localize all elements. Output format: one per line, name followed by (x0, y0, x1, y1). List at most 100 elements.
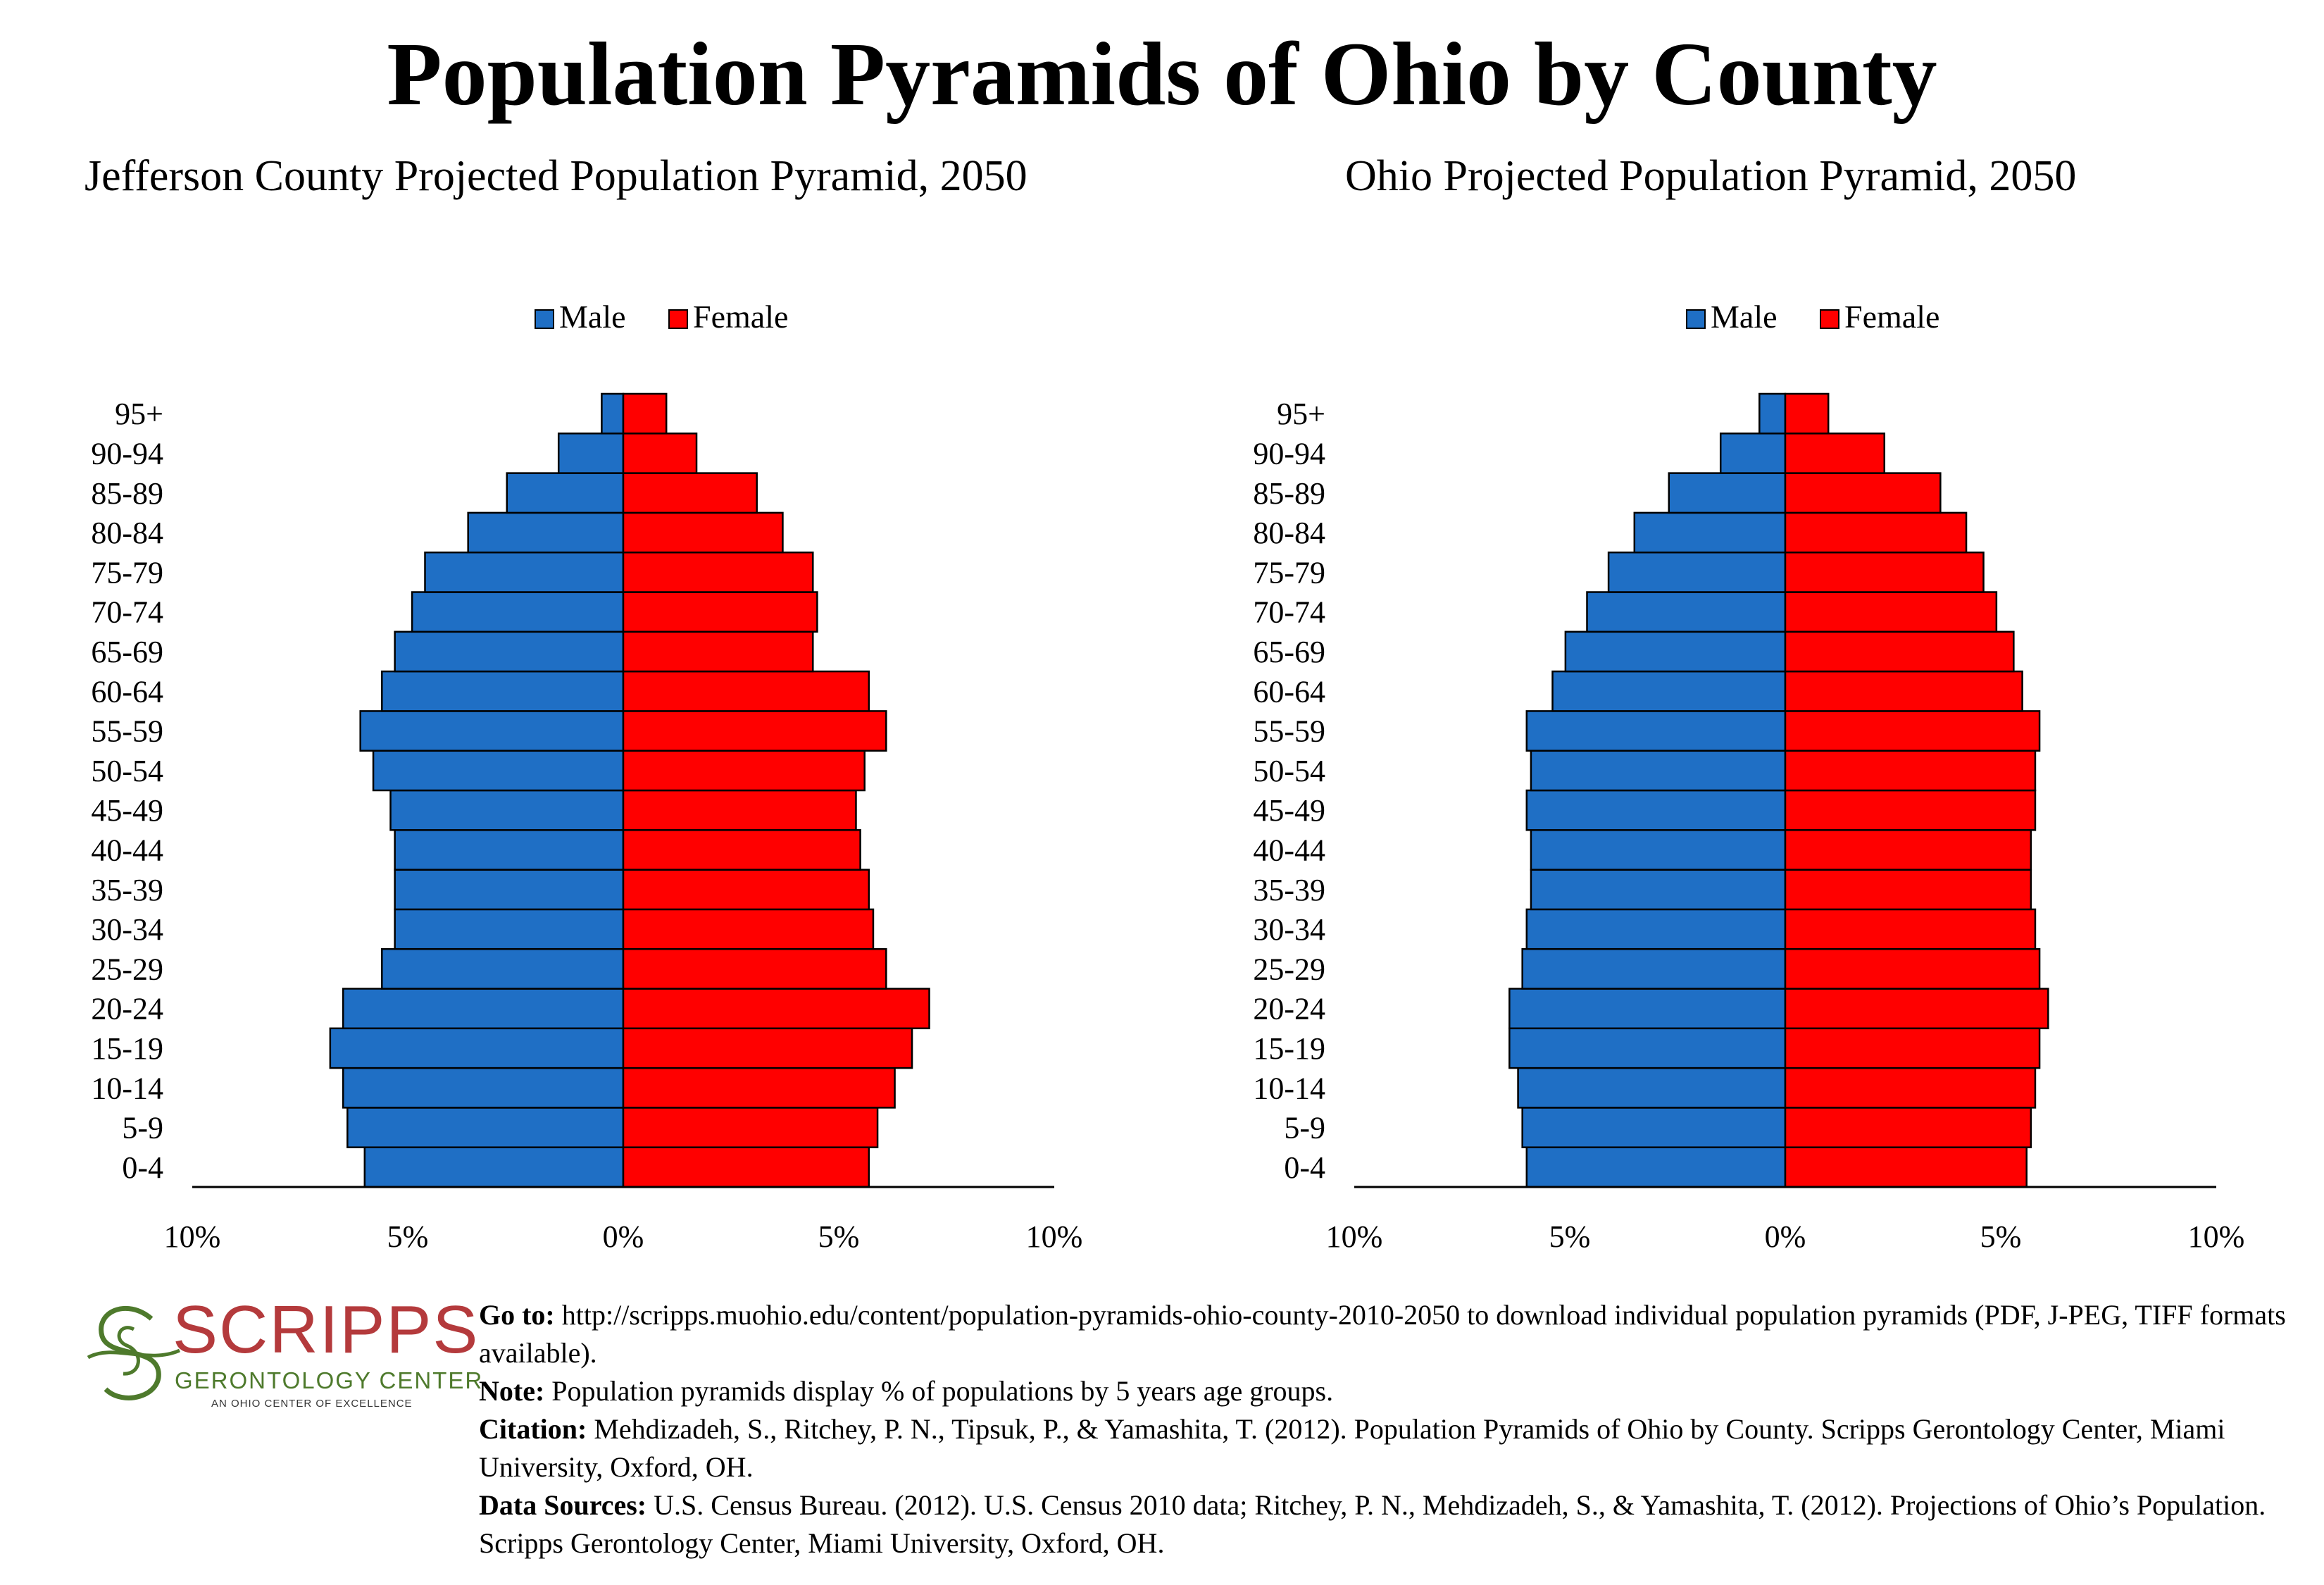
category-label-5-9: 5-9 (122, 1111, 163, 1145)
bar-female-85-89 (622, 472, 758, 514)
chart-title: Ohio Projected Population Pyramid, 2050 (1345, 152, 2076, 200)
bar-male-95+ (1758, 392, 1787, 435)
bar-female-5-9 (1784, 1107, 2032, 1148)
bar-female-40-44 (1784, 829, 2032, 871)
note-label: Note: (479, 1375, 545, 1407)
pyramid-chart-jefferson: Jefferson County Projected Population Py… (85, 152, 1083, 1254)
bar-female-60-64 (1784, 670, 2023, 712)
bar-male-60-64 (1551, 670, 1787, 712)
bar-female-30-34 (1784, 908, 2037, 950)
bar-female-95+ (622, 392, 668, 435)
bar-male-65-69 (394, 630, 625, 673)
bar-female-30-34 (622, 908, 875, 950)
citation-text: Mehdizadeh, S., Ritchey, P. N., Tipsuk, … (479, 1413, 2225, 1483)
category-label-25-29: 25-29 (1253, 952, 1325, 986)
bar-female-45-49 (1784, 789, 2037, 831)
category-label-30-34: 30-34 (91, 912, 163, 947)
bar-male-85-89 (506, 472, 625, 514)
x-tick-label: 10% (164, 1219, 221, 1254)
footer-notes: Go to: http://scripps.muohio.edu/content… (479, 1296, 2310, 1562)
bar-female-60-64 (622, 670, 870, 712)
bar-female-55-59 (1784, 710, 2041, 752)
category-label-50-54: 50-54 (1253, 754, 1325, 788)
category-label-40-44: 40-44 (91, 833, 163, 867)
legend-female-swatch (1820, 309, 1839, 329)
bar-female-20-24 (1784, 988, 2049, 1030)
sources-label: Data Sources: (479, 1489, 647, 1521)
category-label-80-84: 80-84 (91, 516, 163, 550)
bar-male-55-59 (359, 710, 625, 752)
bar-female-75-79 (1784, 551, 1985, 593)
bar-female-65-69 (622, 630, 814, 673)
chart-jefferson-county: Jefferson County Projected Population Py… (0, 141, 1141, 1268)
bar-female-55-59 (622, 710, 887, 752)
bar-female-90-94 (622, 433, 698, 474)
bar-male-15-19 (329, 1027, 625, 1069)
bar-male-80-84 (467, 511, 625, 554)
bar-male-40-44 (1530, 829, 1787, 871)
category-label-70-74: 70-74 (1253, 595, 1325, 630)
citation-line: Citation: Mehdizadeh, S., Ritchey, P. N.… (479, 1410, 2310, 1486)
bar-male-45-49 (389, 789, 625, 831)
bar-male-65-69 (1564, 630, 1787, 673)
category-label-15-19: 15-19 (1253, 1031, 1325, 1066)
logo-wordmark: SCRIPPS (173, 1292, 480, 1367)
bar-female-35-39 (622, 869, 870, 911)
bar-female-40-44 (622, 829, 861, 871)
bar-male-45-49 (1525, 789, 1787, 831)
category-label-20-24: 20-24 (91, 992, 163, 1026)
x-tick-label: 10% (1026, 1219, 1083, 1254)
category-label-15-19: 15-19 (91, 1031, 163, 1066)
bar-male-55-59 (1525, 710, 1787, 752)
category-label-35-39: 35-39 (91, 873, 163, 907)
category-label-85-89: 85-89 (1253, 476, 1325, 511)
bar-female-70-74 (1784, 591, 1998, 633)
goto-label: Go to: (479, 1299, 555, 1331)
bar-male-5-9 (346, 1107, 625, 1148)
category-label-35-39: 35-39 (1253, 873, 1325, 907)
x-tick-label: 10% (2188, 1219, 2245, 1254)
category-label-10-14: 10-14 (1253, 1071, 1325, 1105)
bar-male-75-79 (1607, 551, 1787, 593)
category-label-75-79: 75-79 (91, 555, 163, 590)
scripps-logo: SCRIPPS GERONTOLOGY CENTER AN OHIO CENTE… (85, 1291, 482, 1417)
category-label-50-54: 50-54 (91, 754, 163, 788)
x-tick-label: 0% (1765, 1219, 1806, 1254)
bar-female-10-14 (1784, 1067, 2037, 1109)
bar-male-40-44 (394, 829, 625, 871)
bar-male-5-9 (1521, 1107, 1787, 1148)
bar-female-65-69 (1784, 630, 2015, 673)
category-label-20-24: 20-24 (1253, 992, 1325, 1026)
bar-male-20-24 (1508, 988, 1787, 1030)
category-label-55-59: 55-59 (1253, 714, 1325, 749)
bar-female-95+ (1784, 392, 1830, 435)
bar-female-25-29 (622, 947, 887, 990)
sources-line: Data Sources: U.S. Census Bureau. (2012)… (479, 1486, 2310, 1562)
bar-male-50-54 (1530, 750, 1787, 792)
category-label-0-4: 0-4 (122, 1150, 163, 1185)
bar-male-95+ (601, 392, 625, 435)
bar-male-30-34 (1525, 908, 1787, 950)
category-label-10-14: 10-14 (91, 1071, 163, 1105)
legend-male-label: Male (559, 299, 626, 335)
bar-male-20-24 (342, 988, 625, 1030)
x-tick-label: 5% (1980, 1219, 2022, 1254)
bar-female-35-39 (1784, 869, 2032, 911)
category-label-60-64: 60-64 (1253, 674, 1325, 709)
bar-female-15-19 (622, 1027, 913, 1069)
bar-male-90-94 (1719, 433, 1787, 474)
logo-tagline: AN OHIO CENTER OF EXCELLENCE (211, 1398, 413, 1410)
category-label-90-94: 90-94 (1253, 436, 1325, 471)
bar-male-25-29 (381, 947, 625, 990)
bar-female-80-84 (1784, 511, 1968, 554)
category-label-95+: 95+ (115, 397, 163, 431)
x-tick-label: 5% (387, 1219, 429, 1254)
bar-female-10-14 (622, 1067, 896, 1109)
bar-female-50-54 (622, 750, 866, 792)
category-label-90-94: 90-94 (91, 436, 163, 471)
category-label-0-4: 0-4 (1284, 1150, 1325, 1185)
bar-male-10-14 (1517, 1067, 1787, 1109)
category-label-25-29: 25-29 (91, 952, 163, 986)
page-title: Population Pyramids of Ohio by County (387, 24, 1937, 124)
legend-male-swatch (535, 309, 554, 329)
